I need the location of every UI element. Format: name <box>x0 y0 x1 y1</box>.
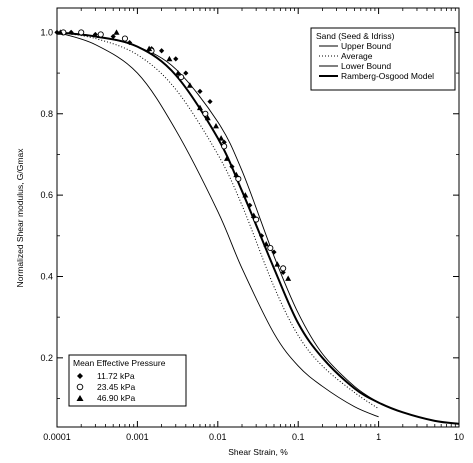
legend-points-title: Mean Effective Pressure <box>73 358 166 368</box>
data-point-triangle <box>146 45 153 52</box>
data-point-diamond <box>280 269 286 276</box>
legend-label-upper-bound: Upper Bound <box>341 41 391 51</box>
x-tick-label: 0.0001 <box>43 432 71 442</box>
legend-marker-triangle <box>76 395 84 401</box>
legend-label-lower-bound: Lower Bound <box>341 61 391 71</box>
data-point-triangle <box>274 261 281 267</box>
data-point-triangle <box>285 275 292 281</box>
y-tick-label: 1.0 <box>40 27 53 37</box>
data-point-circle <box>178 74 185 81</box>
data-point-triangle <box>242 192 249 198</box>
data-point-triangle <box>175 70 182 76</box>
legend-curves-box <box>310 27 456 91</box>
series-line-lower-bound <box>56 31 379 418</box>
data-point-triangle <box>196 104 203 111</box>
legend-label-average: Average <box>341 51 373 61</box>
legend-curves-title: Sand (Seed & Idriss) <box>316 31 395 41</box>
data-point-diamond <box>127 39 133 46</box>
x-tick-label: 10 <box>454 432 464 442</box>
data-point-circle <box>78 29 85 36</box>
data-point-triangle <box>113 29 120 35</box>
legend-label-ramberg-osgood: Ramberg-Osgood Model <box>341 71 434 81</box>
marker-layer <box>54 29 292 281</box>
data-point-diamond <box>271 249 277 255</box>
y-tick-label: 0.6 <box>40 190 53 200</box>
legend-points-box <box>68 354 187 407</box>
data-point-triangle <box>213 122 220 129</box>
legend-label-23-45: 23.45 kPa <box>97 382 136 392</box>
data-point-triangle <box>263 240 270 247</box>
data-point-diamond <box>68 29 74 36</box>
data-point-diamond <box>247 202 253 208</box>
data-point-triangle <box>233 171 240 178</box>
data-point-circle <box>121 35 128 42</box>
data-point-circle <box>202 110 209 117</box>
data-point-triangle <box>166 55 173 62</box>
legend-points: Mean Effective Pressure 11.72 kPa 23.45 … <box>68 354 187 407</box>
x-tick-label: 0.01 <box>209 432 227 442</box>
axis-ticks: 0.0001 0.001 0.01 0.1 1 10 0.2 0.4 0.6 0.8 1.0 <box>40 8 464 442</box>
legend-label-46-90: 46.90 kPa <box>97 393 136 403</box>
data-point-diamond <box>173 56 179 62</box>
data-point-triangle <box>218 135 225 141</box>
data-point-triangle <box>223 155 230 161</box>
data-point-circle <box>267 244 274 252</box>
legend-label-11-72: 11.72 kPa <box>97 371 135 381</box>
data-point-diamond <box>207 98 213 105</box>
legend-marker-diamond <box>77 373 83 379</box>
x-tick-label: 0.001 <box>126 432 149 442</box>
data-point-diamond <box>258 233 265 239</box>
data-point-triangle <box>57 29 64 35</box>
data-point-diamond <box>183 70 189 76</box>
data-point-diamond <box>159 48 165 54</box>
data-point-circle <box>221 143 228 150</box>
x-tick-label: 1 <box>376 432 381 442</box>
data-point-diamond <box>197 88 203 94</box>
data-point-triangle <box>250 212 257 218</box>
data-point-diamond <box>221 139 227 145</box>
data-point-triangle <box>186 82 193 88</box>
y-axis-title: Normalized Shear modulus, G/Gmax <box>15 148 25 288</box>
legend-curves: Sand (Seed & Idriss) Upper Bound Average… <box>310 27 456 91</box>
data-point-diamond <box>92 31 98 38</box>
data-point-diamond <box>110 33 116 40</box>
x-axis-title: Shear Strain, % <box>228 447 288 457</box>
series-line-ramberg-osgood-model <box>56 31 460 425</box>
y-tick-label: 0.2 <box>40 353 53 363</box>
data-point-circle <box>97 31 104 38</box>
data-point-circle <box>280 265 287 272</box>
y-tick-label: 0.8 <box>40 109 53 119</box>
data-point-triangle <box>204 114 211 121</box>
legend-marker-circle <box>76 383 84 391</box>
x-tick-label: 0.1 <box>292 432 305 442</box>
y-tick-label: 0.4 <box>40 271 53 281</box>
data-point-diamond <box>229 164 235 170</box>
